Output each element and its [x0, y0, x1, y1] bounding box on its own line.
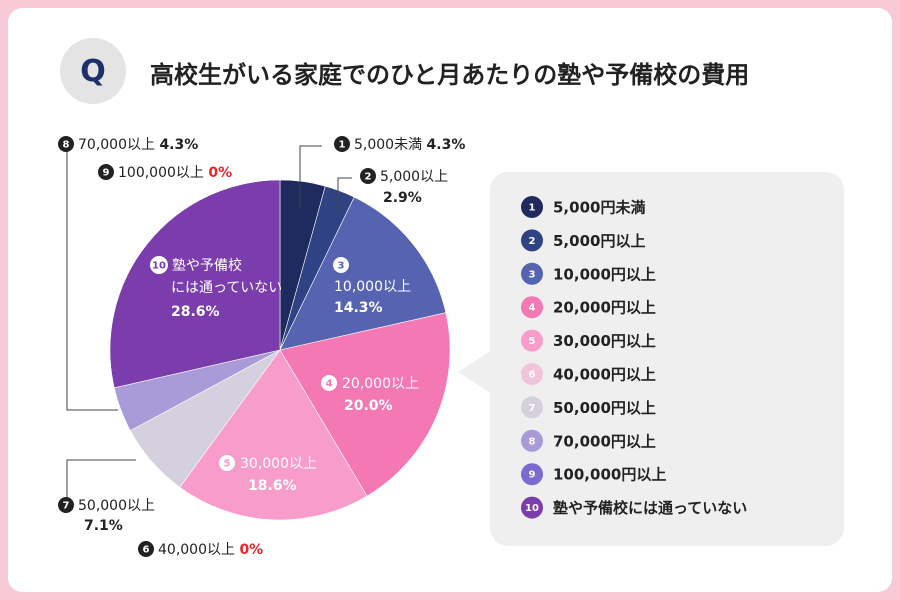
- legend-num-7: 7: [529, 403, 536, 414]
- legend-num-2: 2: [529, 236, 536, 247]
- slice-label-2-badge: [360, 168, 376, 184]
- slice-label-10-value: 28.6%: [171, 304, 220, 320]
- slice-label-7-badge: [58, 497, 74, 513]
- slice-label-2-value: 2.9%: [383, 190, 422, 206]
- legend-num-5: 5: [529, 336, 536, 347]
- leader-7: [66, 459, 136, 500]
- legend-swatch-8: [521, 429, 543, 452]
- legend-num-1: 1: [529, 203, 536, 214]
- slice-label-4-text: 20,000以上: [342, 376, 419, 392]
- legend-swatch-5: [521, 329, 543, 352]
- legend-num-3: 3: [529, 269, 536, 280]
- pie-slice-3: [279, 196, 447, 351]
- legend-item-3: 10,000円以上: [553, 265, 656, 283]
- slice-label-2-text: 5,000以上: [380, 169, 448, 185]
- slice-label-9-badge: [98, 164, 114, 180]
- legend-num-9: 9: [529, 470, 536, 481]
- legend-item-4: 20,000円以上: [553, 299, 656, 317]
- legend-swatch-7: [521, 396, 543, 419]
- slice-label-7-value: 7.1%: [84, 518, 123, 534]
- slice-label-8-badge: [58, 136, 74, 152]
- slice-label-4-value: 20.0%: [344, 398, 393, 414]
- legend-swatch-4: [521, 296, 543, 319]
- slice-label-1-badge-num: 1: [339, 140, 346, 151]
- slice-label-6: 40,000以上 0%: [158, 542, 263, 558]
- legend-item-5: 30,000円以上: [553, 332, 656, 350]
- slice-label-9: 100,000以上 0%: [118, 165, 232, 181]
- slice-label-4-badge-num: 4: [326, 379, 333, 390]
- slice-label-6-badge-num: 6: [143, 545, 150, 556]
- slice-label-7-badge-num: 7: [63, 501, 70, 512]
- slice-label-5-value: 18.6%: [248, 478, 297, 494]
- slice-label-8: 70,000以上 4.3%: [78, 137, 198, 153]
- legend-box: [490, 172, 844, 546]
- slice-label-8-badge-num: 8: [63, 140, 70, 151]
- legend-swatch-1: [521, 196, 543, 218]
- slice-label-7-text: 50,000以上: [78, 498, 155, 514]
- legend-item-8: 70,000円以上: [553, 432, 656, 450]
- slice-label-1: 5,000未満 4.3%: [354, 137, 465, 153]
- legend-swatch-6: [521, 363, 543, 385]
- legend-num-10: 10: [525, 503, 539, 514]
- slice-label-10-badge: [150, 256, 168, 274]
- legend-num-8: 8: [529, 436, 536, 447]
- legend-item-2: 5,000円以上: [553, 232, 645, 250]
- chart-title: 高校生がいる家庭でのひと月あたりの塾や予備校の費用: [150, 61, 750, 89]
- pie-slice-10: [109, 179, 281, 389]
- slice-label-9-badge-num: 9: [103, 168, 110, 179]
- pie-slice-5: [179, 349, 368, 521]
- pie-slice-4: [279, 312, 451, 497]
- legend-item-9: 100,000円以上: [553, 466, 666, 484]
- slice-label-10-text-1: 塾や予備校: [172, 257, 242, 274]
- slice-label-10-badge-num: 10: [152, 261, 166, 272]
- legend-swatch-2: [521, 229, 543, 252]
- leader-8: [66, 146, 118, 411]
- legend-num-6: 6: [529, 370, 536, 381]
- slice-label-3-badge: [333, 257, 349, 273]
- leader-1: [299, 145, 322, 208]
- legend-item-10: 塾や予備校には通っていない: [553, 499, 747, 517]
- slice-label-3-badge-num: 3: [338, 261, 345, 272]
- legend-swatch-3: [521, 262, 543, 285]
- legend-num-4: 4: [529, 303, 536, 314]
- legend-swatch-9: [521, 463, 543, 486]
- legend-item-1: 5,000円未満: [553, 199, 645, 217]
- legend-pointer: [458, 350, 492, 394]
- legend-item-6: 40,000円以上: [553, 366, 656, 384]
- legend-item-7: 50,000円以上: [553, 399, 656, 417]
- slice-label-5-text: 30,000以上: [240, 456, 317, 472]
- legend-swatch-10: [521, 496, 543, 519]
- slice-label-6-badge: [138, 541, 154, 557]
- q-badge: Q: [60, 38, 126, 104]
- slice-label-3-value: 14.3%: [334, 300, 383, 316]
- slice-label-2-badge-num: 2: [365, 172, 372, 183]
- slice-label-4-badge: [321, 375, 337, 391]
- slice-label-5-badge: [219, 455, 235, 471]
- slice-label-1-badge: [334, 136, 350, 152]
- leader-2: [337, 177, 352, 211]
- slice-label-3-text: 10,000以上: [334, 279, 411, 295]
- slice-label-10-text-2: には通っていない: [171, 280, 282, 296]
- slice-label-5-badge-num: 5: [224, 459, 231, 470]
